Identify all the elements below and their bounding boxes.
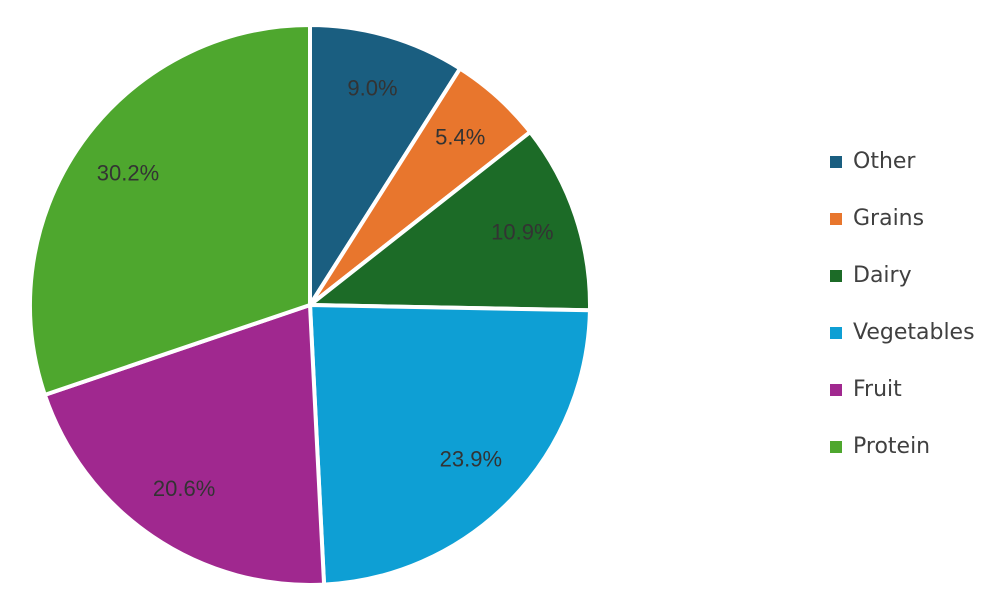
- legend-marker: [830, 156, 842, 168]
- data-label: 20.6%: [153, 476, 215, 501]
- legend-marker: [830, 270, 842, 282]
- legend-label: Fruit: [853, 377, 902, 402]
- data-label: 23.9%: [440, 447, 502, 472]
- legend-label: Other: [853, 149, 916, 174]
- data-label: 5.4%: [435, 125, 485, 150]
- legend-marker: [830, 327, 842, 339]
- data-label: 30.2%: [97, 160, 159, 185]
- legend-label: Vegetables: [853, 320, 975, 345]
- pie-slice: [308, 22, 463, 312]
- legend-label: Grains: [853, 206, 924, 231]
- data-label: 9.0%: [347, 76, 397, 101]
- legend-marker: [830, 384, 842, 396]
- pie-slice: [28, 22, 312, 398]
- pie-slice: [307, 302, 592, 587]
- legend-marker: [830, 213, 842, 225]
- legend-marker: [830, 441, 842, 453]
- pie-slice: [304, 129, 592, 313]
- pie-slice: [42, 302, 327, 587]
- legend-label: Protein: [853, 434, 930, 459]
- data-label: 10.9%: [491, 220, 553, 245]
- legend-label: Dairy: [853, 263, 912, 288]
